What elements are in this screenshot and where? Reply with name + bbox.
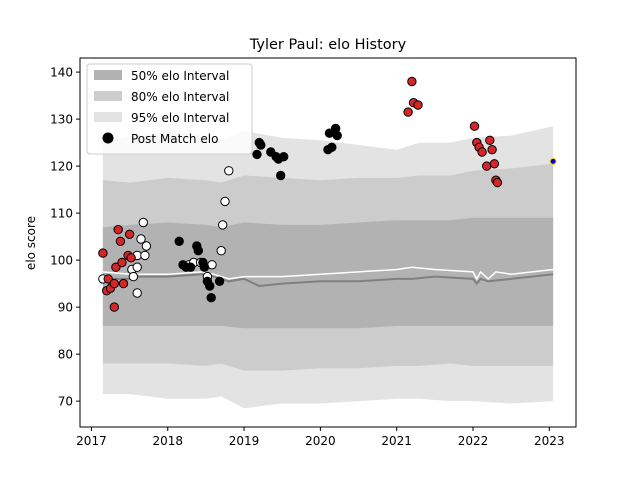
post-match-point — [482, 161, 492, 171]
post-match-point — [132, 262, 142, 272]
legend-box — [86, 63, 253, 155]
post-match-point — [549, 157, 557, 165]
post-match-point — [117, 257, 127, 268]
legend-swatch-50 — [94, 70, 122, 80]
post-match-point — [138, 217, 149, 228]
legend: 50% elo Interval 80% elo Interval 95% el… — [86, 63, 253, 155]
median-elo-line — [102, 273, 554, 288]
post-match-point — [199, 262, 210, 272]
x-tick-label: 2023 — [534, 434, 565, 448]
post-match-point — [206, 293, 216, 303]
x-axis: 2017 2018 2019 2020 2021 2022 2023 — [76, 427, 565, 448]
post-match-point — [98, 248, 108, 258]
post-match-point — [413, 100, 423, 110]
post-match-point — [485, 135, 495, 146]
y-tick-label: 140 — [50, 66, 73, 80]
y-axis-label: elo score — [24, 216, 38, 270]
interval-bands — [102, 126, 554, 409]
legend-label-95: 95% elo Interval — [131, 111, 229, 125]
post-match-point — [113, 224, 123, 235]
post-match-point — [489, 159, 500, 169]
post-match-point — [111, 262, 121, 272]
post-match-point — [252, 149, 262, 160]
post-match-point — [218, 220, 228, 230]
post-match-point — [327, 142, 337, 153]
legend-label-50: 50% elo Interval — [131, 69, 229, 83]
x-tick-label: 2017 — [76, 434, 107, 448]
y-tick-label: 70 — [58, 395, 73, 409]
post-match-point — [469, 121, 480, 131]
post-match-point — [109, 278, 120, 289]
post-match-point — [403, 107, 413, 117]
post-match-point — [205, 281, 215, 291]
post-match-point — [487, 145, 497, 155]
x-tick-label: 2019 — [229, 434, 260, 448]
post-match-points — [98, 76, 557, 312]
post-match-point — [492, 177, 503, 188]
y-axis: 70 80 90 100 110 120 130 140 — [50, 66, 80, 409]
y-tick-label: 130 — [50, 113, 73, 127]
post-match-point — [185, 262, 196, 272]
post-match-point — [140, 250, 150, 261]
post-match-point — [276, 170, 286, 181]
y-tick-label: 110 — [50, 207, 73, 221]
post-match-point — [193, 246, 204, 256]
post-match-point — [214, 276, 225, 286]
x-tick-label: 2022 — [458, 434, 489, 448]
post-match-point — [128, 271, 139, 282]
post-match-point — [118, 278, 129, 289]
y-tick-label: 120 — [50, 160, 73, 174]
post-match-point — [124, 229, 135, 240]
plot-frame — [79, 57, 577, 428]
legend-label-post-match: Post Match elo — [131, 132, 218, 146]
post-match-point — [224, 166, 234, 176]
post-match-point — [256, 140, 266, 150]
post-match-point — [332, 130, 342, 141]
post-match-point — [132, 288, 142, 298]
post-match-point — [115, 236, 126, 247]
post-match-point — [109, 302, 120, 312]
post-match-point — [103, 274, 113, 284]
post-match-point — [141, 241, 152, 251]
trend-lines — [102, 266, 554, 288]
x-tick-label: 2020 — [305, 434, 336, 448]
y-tick-label: 80 — [58, 348, 73, 362]
y-tick-label: 90 — [58, 301, 73, 315]
y-tick-label: 100 — [50, 254, 73, 268]
x-tick-label: 2021 — [381, 434, 412, 448]
post-match-point — [477, 147, 487, 157]
legend-marker-post-match — [102, 132, 114, 144]
legend-swatch-80 — [94, 91, 122, 101]
chart-title: Tyler Paul: elo History — [249, 37, 407, 53]
post-match-point — [220, 196, 230, 207]
post-match-point — [407, 76, 417, 87]
post-match-point — [279, 152, 289, 162]
post-match-point — [174, 236, 184, 247]
post-match-point — [126, 253, 136, 263]
post-match-point — [136, 234, 146, 244]
mean-elo-line — [102, 266, 554, 281]
post-match-point — [216, 246, 226, 256]
x-tick-label: 2018 — [152, 434, 183, 448]
legend-swatch-95 — [94, 112, 122, 122]
legend-label-80: 80% elo Interval — [131, 90, 229, 104]
